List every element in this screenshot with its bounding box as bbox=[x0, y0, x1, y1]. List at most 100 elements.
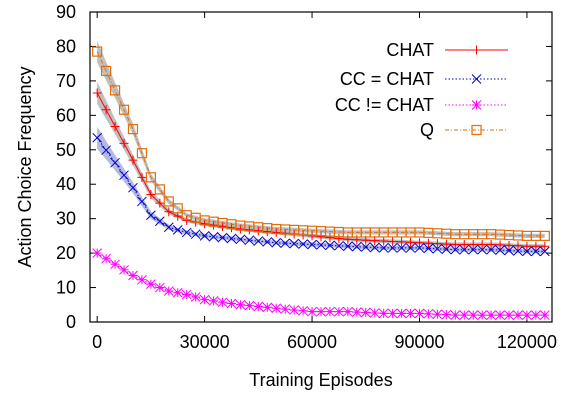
legend-label: CC != CHAT bbox=[335, 95, 434, 115]
legend-marker bbox=[471, 74, 482, 84]
data-point bbox=[432, 239, 442, 249]
data-point bbox=[118, 104, 130, 115]
data-point bbox=[137, 172, 147, 182]
data-point bbox=[396, 308, 407, 319]
data-point bbox=[531, 246, 541, 257]
series-0 bbox=[92, 88, 550, 251]
legend-entry: CC = CHAT bbox=[340, 69, 508, 89]
data-point bbox=[450, 240, 460, 249]
data-point bbox=[360, 307, 371, 318]
data-point bbox=[414, 243, 425, 253]
data-point bbox=[271, 237, 282, 248]
data-point bbox=[513, 310, 523, 320]
data-point bbox=[137, 274, 147, 285]
data-point bbox=[101, 145, 111, 156]
data-point bbox=[119, 138, 129, 148]
tick-labels: 0 30000 60000 90000 120000 0 10 20 30 40 50 60 70 80 9… bbox=[56, 2, 557, 352]
data-point bbox=[110, 122, 120, 132]
data-point bbox=[405, 243, 416, 253]
data-point bbox=[280, 228, 290, 238]
data-point bbox=[423, 238, 433, 248]
data-point bbox=[271, 303, 282, 314]
data-point bbox=[441, 309, 452, 320]
data-point bbox=[387, 243, 398, 253]
data-point bbox=[468, 310, 479, 320]
data-point bbox=[163, 222, 174, 233]
x-tick-label: 30000 bbox=[180, 332, 230, 352]
y-tick-label: 0 bbox=[66, 312, 76, 332]
data-point bbox=[307, 306, 317, 317]
data-point bbox=[406, 237, 416, 247]
data-point bbox=[388, 236, 398, 246]
data-point bbox=[379, 236, 389, 246]
legend-label: CHAT bbox=[386, 40, 434, 60]
data-point bbox=[343, 241, 353, 252]
data-point bbox=[208, 231, 219, 242]
data-point bbox=[208, 296, 219, 306]
data-point bbox=[262, 237, 273, 247]
data-point bbox=[235, 234, 246, 245]
data-point bbox=[495, 310, 505, 320]
y-axis-title: Action Choice Frequency bbox=[15, 66, 35, 267]
data-point bbox=[343, 234, 353, 244]
data-point bbox=[181, 227, 192, 238]
data-point bbox=[146, 190, 156, 200]
data-point bbox=[531, 310, 541, 320]
data-point bbox=[109, 85, 121, 96]
x-tick-label: 60000 bbox=[287, 332, 337, 352]
data-point bbox=[378, 308, 389, 319]
data-point bbox=[334, 233, 344, 243]
x-tick-label: 120000 bbox=[497, 332, 557, 352]
data-point bbox=[486, 310, 496, 320]
data-point bbox=[441, 244, 452, 255]
data-point bbox=[325, 233, 335, 243]
data-point bbox=[351, 307, 362, 317]
data-point bbox=[92, 132, 103, 143]
data-point bbox=[155, 198, 165, 208]
data-point bbox=[540, 241, 550, 251]
data-point bbox=[128, 270, 138, 281]
data-point bbox=[432, 309, 443, 320]
data-point bbox=[146, 279, 156, 289]
data-point bbox=[316, 306, 326, 317]
data-point bbox=[495, 245, 505, 255]
data-point bbox=[397, 237, 407, 247]
data-point bbox=[128, 182, 138, 193]
axis-ticks bbox=[90, 11, 552, 323]
data-point bbox=[495, 240, 505, 250]
data-point bbox=[199, 231, 210, 241]
data-point bbox=[477, 240, 487, 249]
legend-marker bbox=[472, 45, 481, 55]
data-point bbox=[539, 230, 550, 241]
data-point bbox=[172, 287, 183, 298]
data-point bbox=[369, 308, 380, 318]
data-point bbox=[182, 215, 192, 225]
data-point bbox=[253, 301, 264, 312]
data-point bbox=[172, 203, 183, 214]
data-point bbox=[468, 240, 478, 249]
legend-entry: CHAT bbox=[386, 40, 508, 60]
data-point bbox=[486, 244, 496, 255]
data-point bbox=[101, 253, 111, 264]
data-point bbox=[450, 244, 461, 255]
data-point bbox=[110, 259, 120, 270]
data-point bbox=[307, 239, 317, 250]
data-point bbox=[289, 305, 299, 315]
data-point bbox=[145, 172, 156, 183]
data-point bbox=[164, 207, 174, 217]
data-point bbox=[405, 308, 416, 319]
legend-entry: CC != CHAT bbox=[335, 95, 508, 115]
data-point bbox=[244, 235, 255, 246]
data-point bbox=[163, 286, 174, 296]
data-point bbox=[154, 184, 165, 195]
data-point bbox=[226, 233, 237, 244]
data-point bbox=[522, 241, 532, 251]
data-point bbox=[423, 308, 434, 319]
x-tick-label: 90000 bbox=[394, 332, 444, 352]
data-point bbox=[459, 244, 470, 255]
data-point bbox=[136, 148, 148, 159]
data-point bbox=[235, 299, 246, 310]
y-tick-label: 70 bbox=[56, 71, 76, 91]
data-point bbox=[378, 243, 389, 253]
y-tick-label: 60 bbox=[56, 105, 76, 125]
